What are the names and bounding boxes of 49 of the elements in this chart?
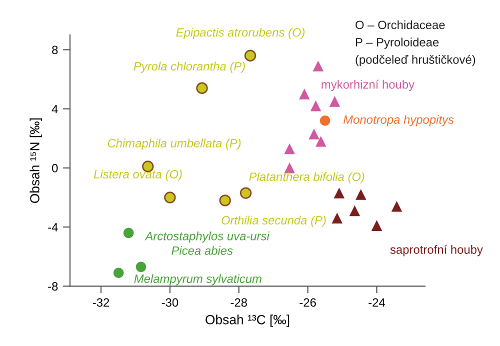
point xyxy=(298,88,310,100)
x-tick-label: -26 xyxy=(300,298,316,307)
annotation: P – Pyroloideae xyxy=(356,38,439,49)
annotation: Orthilia secunda (P) xyxy=(222,216,326,227)
point xyxy=(334,188,345,198)
annotation: (podčeleď hruštičkové) xyxy=(356,54,476,66)
point xyxy=(136,262,146,272)
y-tick-label: -8 xyxy=(48,282,58,291)
x-tick-label: -32 xyxy=(92,298,110,307)
x-tick-label: -28 xyxy=(230,298,247,307)
point xyxy=(356,189,366,200)
point xyxy=(244,50,256,62)
point xyxy=(240,187,252,199)
point xyxy=(371,220,382,231)
x-tick-label: -30 xyxy=(162,298,178,307)
annotation: Chimaphila umbellata (P) xyxy=(108,138,241,150)
point xyxy=(316,136,326,147)
y-tick-label: 0 xyxy=(52,164,58,172)
y-tick-label: 4 xyxy=(52,104,58,114)
annotation: Monotropa hypopitys xyxy=(343,115,454,126)
y-tick-label: 8 xyxy=(52,46,58,54)
point xyxy=(312,60,324,72)
y-axis-title: Obsah ¹⁵N [‰] xyxy=(30,118,42,203)
point xyxy=(164,192,176,204)
point xyxy=(320,116,330,126)
y-tick-label: -4 xyxy=(48,223,58,232)
text: O – Orchidaceae xyxy=(356,20,445,30)
point xyxy=(329,96,340,107)
point xyxy=(308,128,320,140)
annotation: Arctostaphylos uva-ursi xyxy=(144,232,270,243)
series-label: mykorhizní houby xyxy=(322,80,415,92)
x-tick-label: -24 xyxy=(368,298,386,307)
annotation: Epipactis atrorubens (O) xyxy=(176,28,305,39)
series-label: saprotrofní houby xyxy=(390,244,483,256)
point xyxy=(391,200,402,212)
x-axis-title: Obsah ¹³C [‰] xyxy=(206,314,290,327)
point xyxy=(310,100,322,112)
annotation: Listera ovata (O) xyxy=(94,170,182,181)
annotation: Picea abies xyxy=(172,246,233,255)
point xyxy=(123,228,134,238)
point xyxy=(284,143,295,154)
point xyxy=(219,194,231,206)
point xyxy=(113,268,124,278)
point xyxy=(196,82,208,94)
annotation: Platanthera bifolia (O) xyxy=(249,172,364,184)
annotation: Melampyrum sylvaticum xyxy=(134,274,262,286)
point xyxy=(349,205,360,216)
annotation: Pyrola chlorantha (P) xyxy=(134,62,245,73)
point xyxy=(332,212,342,224)
